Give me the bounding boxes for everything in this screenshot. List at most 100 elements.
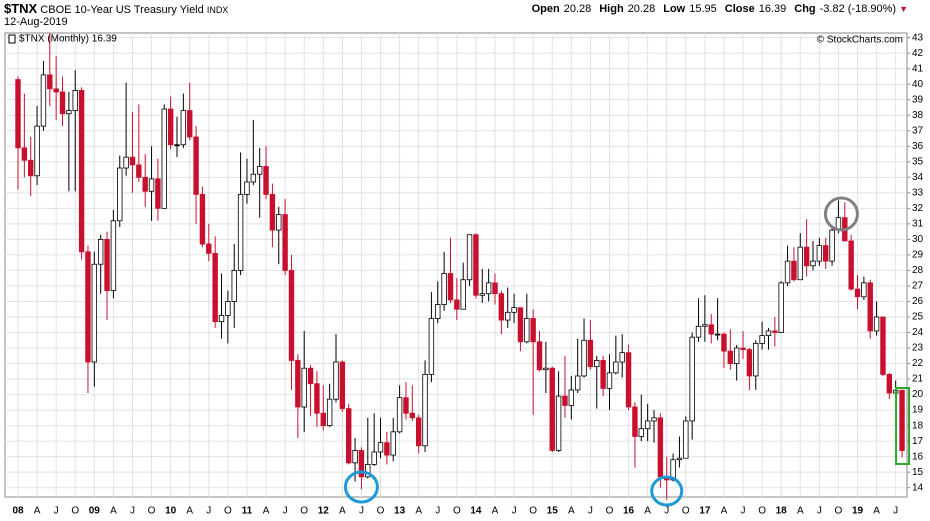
candle-body [606,372,613,389]
candle-body [377,442,384,453]
exchange: INDX [206,5,229,15]
candle-body [333,361,339,400]
candle-body [104,238,110,292]
candle-body [396,397,403,433]
candle-body [136,164,142,178]
candle-body [536,341,543,371]
candle-body [365,464,371,478]
candle-body [791,260,797,281]
candle-body [676,457,683,461]
x-tick-label: 08 [12,506,24,517]
candle-body [161,108,167,209]
candle-body [823,245,829,262]
stat-label: High [599,3,624,15]
y-tick-label: 26 [912,296,924,307]
candle-body [638,428,644,437]
stat-value: 16.39 [758,3,787,15]
y-tick-label: 30 [912,234,924,245]
x-tick-label: 12 [318,506,330,517]
y-tick-label: 31 [912,219,924,230]
candle-body [880,316,886,375]
candle-body [85,251,91,363]
candle-body [702,324,708,327]
x-tick-label: J [283,506,288,517]
y-tick-label: 21 [912,374,924,385]
x-tick-label: O [835,506,843,517]
candle-body [422,374,428,447]
candle-body [594,360,600,368]
candle-body [829,229,835,262]
candle-body [733,347,740,364]
candle-body [295,360,301,408]
subtitle: CBOE 10-Year US Treasury Yield [40,4,204,16]
candle-body [206,243,212,254]
candle-body [167,108,174,146]
header: $TNX CBOE 10-Year US Treasury Yield INDX… [4,1,908,31]
x-tick-label: A [797,506,804,517]
candle-body [409,412,416,419]
x-tick-label: 13 [394,506,406,517]
x-tick-label: J [130,506,135,517]
x-tick-label: O [682,506,690,517]
candle-body [435,304,441,319]
x-tick-label: A [263,506,270,517]
candle-body [110,220,117,292]
x-tick-label: A [34,506,41,517]
legend-icon [8,34,16,44]
candle-body [625,352,632,408]
candle-body [873,316,880,332]
x-tick-label: J [512,506,517,517]
x-tick-label: A [644,506,651,517]
x-tick-label: 15 [547,506,559,517]
y-tick-label: 23 [912,343,924,354]
candle-body [765,330,772,337]
x-tick-label: J [359,506,364,517]
candle-body [861,282,867,298]
candle-body [314,383,320,414]
candle-body [574,375,581,391]
candle-body [282,214,288,271]
y-tick-label: 27 [912,281,924,292]
x-tick-label: 10 [165,506,177,517]
x-tick-label: O [529,506,537,517]
candle-body [34,125,40,177]
y-tick-label: 17 [912,436,924,447]
y-tick-label: 41 [912,63,924,74]
x-tick-label: O [606,506,614,517]
candle-body [803,246,810,267]
candle-body [301,367,307,408]
x-tick-label: A [873,506,880,517]
plot-area [4,32,908,498]
candle-body [759,335,765,344]
candle-body [28,159,34,177]
candle-body [237,193,244,271]
candle-body [657,417,664,478]
y-tick-label: 22 [912,358,924,369]
x-tick-label: A [339,506,346,517]
source: © StockCharts.com [817,35,903,46]
x-tick-label: J [588,506,593,517]
candle-body [753,342,759,377]
x-tick-label: O [453,506,461,517]
candle-body [326,398,333,427]
y-tick-label: 29 [912,250,924,261]
annotation-circle [650,475,684,507]
annotation-circle [343,470,379,504]
x-tick-label: 16 [623,506,635,517]
candle-body [562,395,568,406]
candle-body [466,234,473,281]
candle-body [460,279,466,310]
x-tick-label: O [224,506,232,517]
x-tick-label: O [71,506,79,517]
candle-body [193,136,199,195]
y-tick-label: 33 [912,187,924,198]
y-tick-label: 35 [912,156,924,167]
candle-body [53,88,59,93]
stat-label: Chg [794,3,816,15]
candle-body [644,420,651,430]
x-tick-label: 18 [776,506,788,517]
candle-body [473,234,479,296]
candle-body [276,214,282,231]
candle-body [415,417,422,447]
